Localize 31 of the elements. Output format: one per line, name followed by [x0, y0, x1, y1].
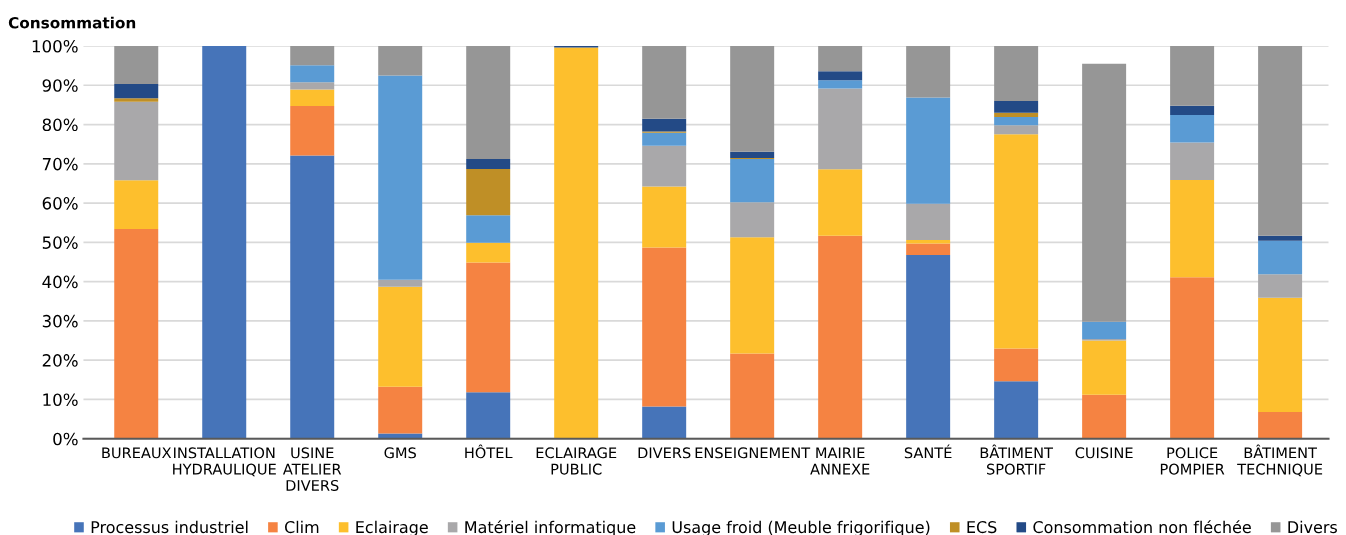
x-tick-label: GMS	[384, 447, 416, 459]
y-tick-label: 50%	[42, 236, 78, 249]
x-tick-label: ECLAIRAGE PUBLIC	[536, 447, 617, 475]
y-tick-label: 80%	[42, 118, 78, 132]
x-tick-label: BÂTIMENT TECHNIQUE	[1237, 444, 1323, 477]
legend-label: ECS	[967, 521, 997, 534]
y-tick-label: 70%	[42, 157, 78, 171]
x-tick-label: DIVERS	[638, 447, 691, 459]
x-tick-label: SANTÉ	[904, 444, 952, 459]
legend-label: Clim	[284, 520, 319, 534]
x-tick-label: BÂTIMENT SPORTIF	[980, 444, 1054, 475]
chart-title: Consommation	[8, 16, 136, 29]
x-tick-label: USINE ATELIER DIVERS	[282, 447, 342, 491]
legend-label: Consommation non fléchée	[1033, 520, 1251, 534]
x-tick-label: HÔTEL	[465, 444, 513, 459]
y-tick-label: 100%	[32, 39, 78, 53]
y-tick-label: 0%	[53, 432, 78, 446]
y-tick-label: 90%	[42, 79, 78, 92]
y-tick-label: 30%	[42, 314, 78, 328]
x-tick-label: INSTALLATION HYDRAULIQUE	[173, 447, 276, 477]
legend-label: Divers	[1288, 520, 1337, 534]
y-tick-label: 20%	[42, 354, 78, 367]
x-tick-label: MAIRIE ANNEXE	[810, 447, 870, 475]
y-tick-label: 40%	[42, 275, 78, 289]
x-tick-label: CUISINE	[1075, 447, 1133, 459]
legend-label: Processus industriel	[91, 520, 248, 534]
x-tick-label: POLICE POMPIER	[1160, 447, 1225, 475]
y-tick-label: 10%	[43, 393, 78, 406]
y-tick-label: 60%	[42, 197, 78, 210]
x-tick-label: ENSEIGNEMENT	[695, 447, 811, 459]
x-tick-label: BUREAUX	[102, 447, 172, 459]
